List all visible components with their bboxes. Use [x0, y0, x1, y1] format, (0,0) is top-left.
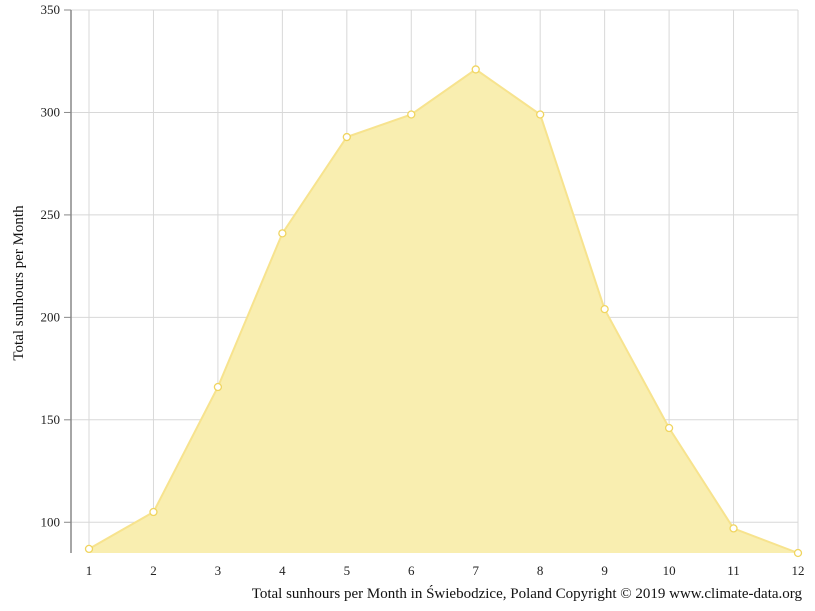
x-tick-label-5: 5	[344, 563, 351, 578]
data-point-markers	[84, 65, 803, 558]
data-point-month-11	[729, 524, 738, 533]
data-point-month-12	[793, 548, 803, 558]
data-point-month-2	[149, 507, 158, 517]
y-tick-label-300: 300	[41, 104, 61, 119]
y-tick-label-100: 100	[41, 514, 61, 529]
data-point-month-3	[213, 382, 223, 392]
x-tick-label-10: 10	[663, 563, 676, 578]
y-tick-label-200: 200	[41, 309, 61, 324]
data-point-month-7	[471, 65, 480, 74]
x-tick-label-7: 7	[472, 563, 479, 578]
data-point-month-1	[84, 544, 94, 554]
x-tick-label-11: 11	[727, 563, 740, 578]
x-tick-label-2: 2	[150, 563, 157, 578]
chart-caption: Total sunhours per Month in Świebodzice,…	[252, 585, 803, 602]
y-tick-label-350: 350	[41, 2, 61, 17]
series-area	[89, 69, 798, 554]
data-point-month-8	[536, 110, 545, 119]
data-point-month-9	[600, 305, 609, 314]
y-tick-label-250: 250	[41, 207, 61, 222]
series-line	[88, 68, 799, 554]
x-tick-label-6: 6	[408, 563, 415, 578]
x-tick-label-9: 9	[601, 563, 608, 578]
x-tick-label-1: 1	[86, 563, 93, 578]
data-point-month-10	[664, 423, 674, 433]
y-axis-title: Total sunhours per Month	[11, 205, 27, 361]
data-point-month-4	[278, 229, 287, 238]
y-axis-ticks: 100 150 200 250 300 350	[41, 2, 71, 529]
y-tick-label-150: 150	[41, 412, 61, 427]
x-tick-label-12: 12	[792, 563, 805, 578]
data-point-month-5	[342, 132, 351, 142]
x-tick-label-8: 8	[537, 563, 544, 578]
x-tick-label-3: 3	[215, 563, 222, 578]
data-point-month-6	[407, 110, 416, 119]
x-tick-label-4: 4	[279, 563, 286, 578]
x-axis-ticks: 1 2 3 4 5 6 7 8 9 10 11 12	[86, 563, 805, 578]
